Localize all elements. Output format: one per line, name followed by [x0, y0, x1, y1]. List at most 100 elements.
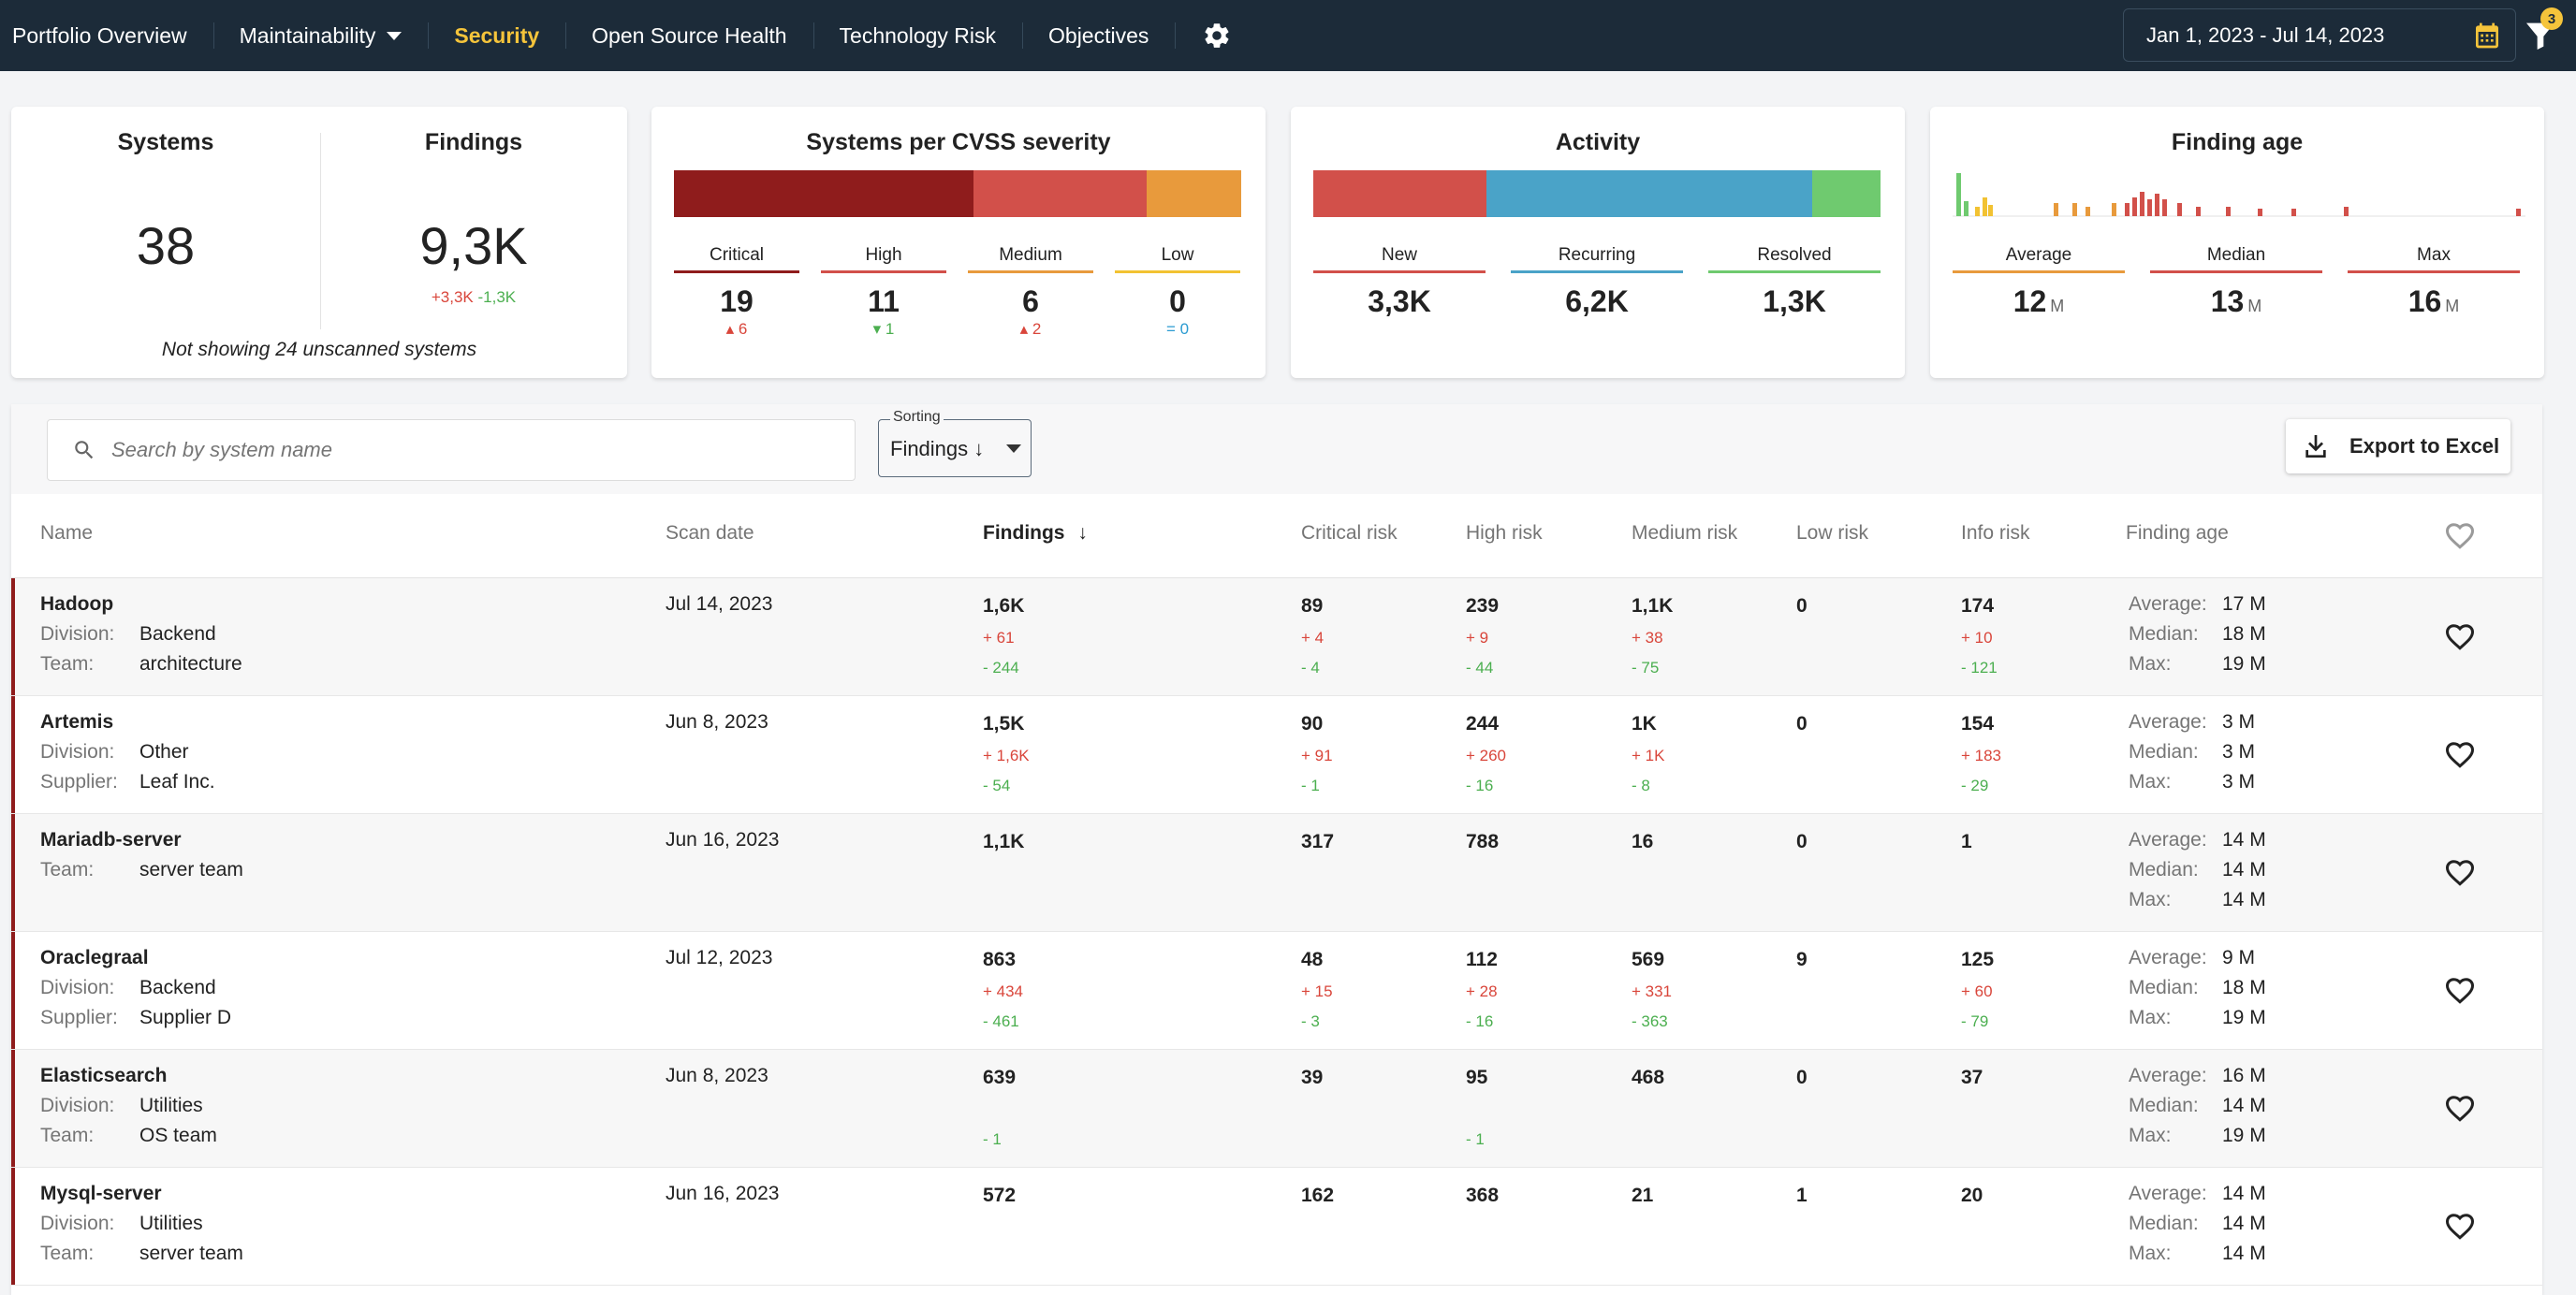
favorite-button[interactable]: [2443, 973, 2477, 1011]
age-key: Median:: [2129, 977, 2199, 998]
findings-new: +3,3K: [431, 288, 474, 306]
histogram-bar: [2196, 207, 2201, 216]
high-resolved: - 44: [1466, 659, 1494, 677]
medium-value: 468: [1632, 1067, 1665, 1088]
nav-open-source-health[interactable]: Open Source Health: [565, 0, 812, 71]
meta-value: server team: [139, 859, 243, 880]
age-label-average: Average: [2005, 245, 2072, 265]
high-resolved: - 16: [1466, 1012, 1494, 1030]
sorting-select[interactable]: Sorting Findings ↓: [878, 409, 1032, 477]
meta-key: Division:: [40, 741, 115, 763]
scan-date: Jul 14, 2023: [666, 593, 773, 615]
findings-value: 639: [983, 1067, 1017, 1088]
column-info-risk[interactable]: Info risk: [1961, 522, 2030, 544]
heart-icon: [2445, 860, 2475, 886]
system-name[interactable]: Oraclegraal: [40, 947, 149, 968]
favorite-button[interactable]: [2443, 855, 2477, 894]
system-name[interactable]: Mariadb-server: [40, 829, 182, 851]
age-key: Average:: [2129, 1183, 2207, 1204]
column-critical-risk[interactable]: Critical risk: [1301, 522, 1398, 544]
favorites-heart-icon[interactable]: [2443, 518, 2477, 552]
activity-underline: [1313, 270, 1486, 273]
nav-security[interactable]: Security: [428, 0, 565, 71]
unscanned-note: Not showing 24 unscanned systems: [161, 339, 477, 360]
age-label-median: Median: [2206, 245, 2266, 265]
system-name[interactable]: Elasticsearch: [40, 1065, 168, 1086]
histogram-bar: [2258, 209, 2262, 216]
table-row[interactable]: Oraclegraal Division: Backend Supplier: Supp…: [11, 932, 2542, 1050]
filter-button[interactable]: [2520, 15, 2567, 58]
table-row[interactable]: Artemis Division: Other Supplier: Leaf Inc. J…: [11, 696, 2542, 814]
age-key: Average:: [2129, 593, 2207, 615]
divider: [320, 133, 321, 329]
favorite-button[interactable]: [2443, 1209, 2477, 1247]
column-findings[interactable]: Findings ↓: [983, 522, 1088, 545]
system-name[interactable]: Mysql-server: [40, 1183, 162, 1204]
age-value: 18 M: [2222, 623, 2266, 645]
high-resolved: - 16: [1466, 777, 1494, 794]
cvss-delta-critical: ▴ 6: [725, 320, 748, 338]
info-value: 125: [1961, 949, 1995, 970]
nav-maintainability[interactable]: Maintainability: [212, 0, 429, 71]
info-value: 154: [1961, 713, 1995, 735]
dropdown-arrow-icon: [1006, 444, 1021, 453]
column-name[interactable]: Name: [40, 522, 94, 544]
activity-bar-segment: [1486, 170, 1813, 217]
high-new: + 28: [1466, 982, 1498, 1000]
settings-button[interactable]: [1175, 0, 1259, 71]
cvss-label-high: High: [865, 245, 902, 265]
medium-new: + 331: [1632, 982, 1673, 1000]
cvss-delta-medium: ▴ 2: [1019, 320, 1042, 338]
low-value: 0: [1796, 713, 1808, 735]
table-row[interactable]: Hadoop Division: Backend Team: architecture J…: [11, 578, 2542, 696]
finding-age-card[interactable]: Finding age Average 12 M Median 13 M Max 16 M: [1930, 107, 2544, 378]
meta-value: Other: [139, 741, 189, 763]
histogram-bar: [2072, 203, 2077, 216]
age-value-median: 13 M: [2150, 284, 2322, 319]
date-range-picker[interactable]: Jan 1, 2023 - Jul 14, 2023: [2123, 8, 2516, 62]
chevron-down-icon: [387, 31, 402, 40]
table-row[interactable]: Elasticsearch Division: Utilities Team: OS t…: [11, 1050, 2542, 1168]
column-low-risk[interactable]: Low risk: [1796, 522, 1869, 544]
critical-resolved: - 1: [1301, 777, 1320, 794]
favorite-button[interactable]: [2443, 737, 2477, 776]
age-value: 17 M: [2222, 593, 2266, 615]
findings-new: + 61: [983, 629, 1015, 647]
age-key: Max:: [2129, 653, 2172, 675]
meta-key: Supplier:: [40, 771, 118, 793]
activity-value-new: 3,3K: [1368, 284, 1431, 318]
heart-icon: [2445, 978, 2475, 1004]
critical-new: + 4: [1301, 629, 1325, 647]
table-row[interactable]: Mysql-server Division: Utilities Team: serve…: [11, 1168, 2542, 1286]
nav-portfolio-overview[interactable]: Portfolio Overview: [0, 0, 213, 71]
nav-technology-risk[interactable]: Technology Risk: [812, 0, 1022, 71]
system-name[interactable]: Hadoop: [40, 593, 114, 615]
age-key: Average:: [2129, 829, 2207, 851]
age-unit: M: [2247, 297, 2262, 315]
column-scan-date[interactable]: Scan date: [666, 522, 754, 544]
column-finding-age[interactable]: Finding age: [2126, 522, 2229, 544]
favorite-button[interactable]: [2443, 619, 2477, 658]
favorite-button[interactable]: [2443, 1091, 2477, 1129]
search-box[interactable]: [47, 419, 856, 481]
table-row[interactable]: Mariadb-server Team: server team Jun 16, 20…: [11, 814, 2542, 932]
column-high-risk[interactable]: High risk: [1466, 522, 1543, 544]
cvss-severity-card[interactable]: Systems per CVSS severity Critical 19 ▴ 6 H…: [651, 107, 1266, 378]
age-value: 3 M: [2222, 711, 2256, 733]
nav-objectives[interactable]: Objectives: [1022, 0, 1175, 71]
search-icon: [75, 441, 94, 459]
column-medium-risk[interactable]: Medium risk: [1632, 522, 1738, 544]
histogram-bar: [2140, 192, 2144, 216]
meta-key: Division:: [40, 1213, 115, 1234]
age-key: Median:: [2129, 623, 2199, 645]
info-resolved: - 121: [1961, 659, 1998, 677]
system-name[interactable]: Artemis: [40, 711, 114, 733]
search-input[interactable]: [111, 438, 823, 462]
cvss-stacked-bar: [674, 170, 1241, 217]
medium-resolved: - 363: [1632, 1012, 1668, 1030]
histogram-bar: [1988, 205, 1993, 216]
activity-card[interactable]: Activity New 3,3K Recurring 6,2K Resolved 1,3…: [1291, 107, 1905, 378]
export-to-excel-button[interactable]: Export to Excel: [2286, 419, 2510, 473]
nav-label: Open Source Health: [592, 22, 787, 48]
age-key: Max:: [2129, 1007, 2172, 1028]
